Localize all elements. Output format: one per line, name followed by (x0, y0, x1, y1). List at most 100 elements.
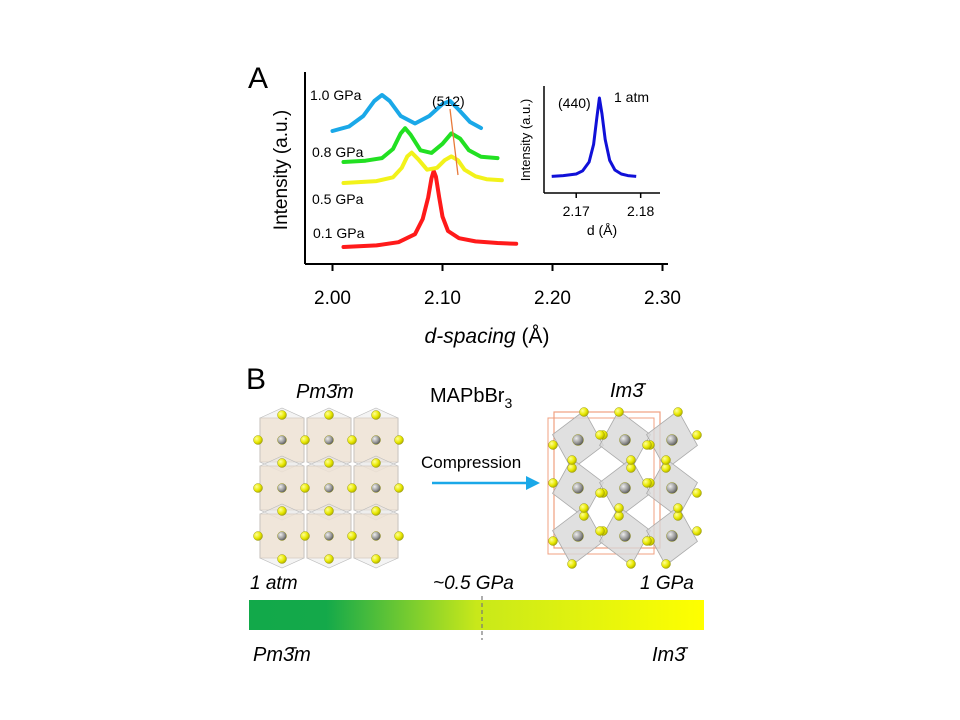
main-x-tick-label-1: 2.10 (424, 288, 461, 309)
br-atom (394, 435, 404, 445)
inset-x-tick-label-0: 2.17 (563, 203, 590, 219)
br-atom (692, 488, 702, 498)
body-centered-structure-illustration (547, 407, 702, 569)
panel-b-letter: B (246, 363, 266, 396)
br-atom (642, 440, 652, 450)
main-x-tick-label-3: 2.30 (644, 288, 681, 309)
pb-atom (666, 482, 678, 494)
pressure-label-1atm: 1 atm (250, 573, 298, 594)
pressure-gradient-bar (249, 600, 704, 630)
panel-a-letter: A (248, 62, 268, 95)
compression-label: Compression (421, 453, 521, 472)
br-atom (277, 554, 287, 564)
br-atom (614, 407, 624, 417)
br-atom (626, 559, 636, 569)
curve-1.0gpa (330, 93, 483, 133)
br-atom (300, 435, 310, 445)
br-atom (300, 531, 310, 541)
br-atom (692, 430, 702, 440)
inset-peak-440-annotation: (440) (558, 95, 591, 111)
peak-512-annotation: (512) (432, 93, 465, 109)
inset-condition-label: 1 atm (614, 89, 649, 105)
curve-0.1gpa-label: 0.1 GPa (313, 225, 365, 241)
br-atom (371, 458, 381, 468)
br-atom (324, 458, 334, 468)
main-y-axis-label: Intensity (a.u.) (271, 110, 292, 230)
pressure-label-1gpa: 1 GPa (640, 573, 694, 594)
main-series-group (330, 93, 519, 249)
br-atom (324, 410, 334, 420)
br-atom (579, 503, 589, 513)
inset-plot: 2.17 2.18 Intensity (a.u.) d (Å) (440) 1 … (518, 86, 660, 238)
pressure-label-0.5gpa: ~0.5 GPa (433, 573, 514, 594)
br-atom (673, 407, 683, 417)
br-atom (692, 526, 702, 536)
br-atom (371, 554, 381, 564)
pb-atom (324, 483, 334, 493)
curve-0.5gpa (341, 150, 504, 185)
pb-atom (371, 483, 381, 493)
br-atom (567, 559, 577, 569)
main-series-labels: 0.1 GPa 0.5 GPa 0.8 GPa 1.0 GPa (310, 87, 365, 241)
br-atom (324, 506, 334, 516)
br-atom (673, 511, 683, 521)
br-atom (579, 511, 589, 521)
br-atom (661, 463, 671, 473)
br-atom (595, 488, 605, 498)
br-atom (567, 455, 577, 465)
compound-subscript: 3 (504, 395, 512, 411)
main-x-tick-label-2: 2.20 (534, 288, 571, 309)
main-x-tick-labels: 2.00 2.10 2.20 2.30 (314, 288, 681, 309)
br-atom (548, 440, 558, 450)
pb-atom (619, 434, 631, 446)
inset-y-axis-label: Intensity (a.u.) (518, 99, 533, 181)
curve-0.1gpa (341, 169, 519, 249)
main-plot: 2.00 2.10 2.20 2.30 Intensity (a.u.) d-spac… (271, 72, 681, 348)
pb-atom (324, 435, 334, 445)
pb-atom (277, 483, 287, 493)
compound-formula: MAPbBr3 (430, 385, 512, 411)
br-atom (347, 531, 357, 541)
bar-right-phase-label: Im3̄ (652, 644, 688, 666)
compound-base: MAPbBr (430, 385, 505, 407)
br-atom (371, 410, 381, 420)
br-atom (394, 483, 404, 493)
peak-512-guide-line (449, 108, 459, 176)
inset-series-group (551, 96, 637, 178)
br-atom (371, 506, 381, 516)
br-atom (614, 503, 624, 513)
cubic-structure-illustration (253, 407, 404, 569)
br-atom (277, 506, 287, 516)
inset-x-tick-label-1: 2.18 (627, 203, 654, 219)
main-x-ticks (331, 264, 664, 271)
bar-left-phase-label: Pm3̄m (253, 644, 311, 666)
pb-atom (666, 434, 678, 446)
br-atom (661, 455, 671, 465)
br-atom (626, 455, 636, 465)
right-phase-label: Im3̄ (610, 380, 646, 402)
pb-atom (572, 482, 584, 494)
inset-x-axis-label-text: d (Å) (587, 222, 617, 238)
br-atom (626, 463, 636, 473)
br-atom (277, 410, 287, 420)
br-atom (253, 483, 263, 493)
pb-atom (619, 530, 631, 542)
inset-x-ticks (575, 193, 642, 198)
pb-atom (371, 531, 381, 541)
br-atom (347, 435, 357, 445)
main-x-axis-label-text: d-spacing (425, 325, 516, 348)
curve-0.8gpa-label: 0.8 GPa (312, 144, 364, 160)
compression-arrow-head (526, 476, 540, 490)
curve-0.8gpa (341, 126, 500, 164)
pb-atom (619, 482, 631, 494)
br-atom (673, 503, 683, 513)
main-x-axis-label-unit: (Å) (521, 325, 549, 348)
br-atom (324, 554, 334, 564)
br-atom (277, 458, 287, 468)
br-atom (253, 435, 263, 445)
pb-atom (277, 435, 287, 445)
br-atom (661, 559, 671, 569)
br-atom (300, 483, 310, 493)
br-atom (394, 531, 404, 541)
br-atom (595, 526, 605, 536)
